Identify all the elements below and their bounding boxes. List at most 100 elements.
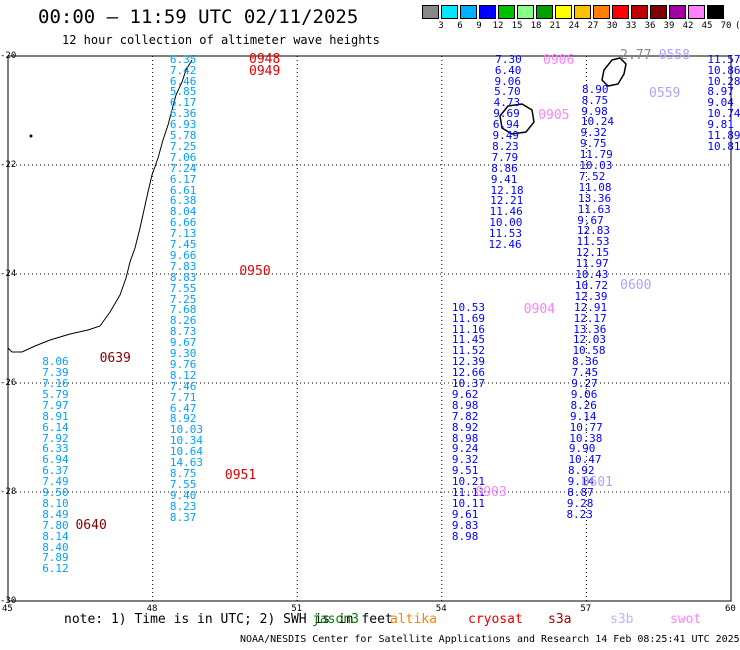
- wave-height-value: 5.79: [42, 387, 69, 401]
- wave-height-value: 8.23: [492, 139, 519, 153]
- wave-height-value: 11.08: [578, 180, 612, 194]
- wave-height-value: 6.93: [169, 118, 197, 132]
- wave-height-value: 8.91: [42, 409, 69, 423]
- wave-height-value: 7.97: [42, 398, 69, 412]
- wave-height-value: 10.21: [451, 475, 486, 489]
- wave-height-value: 6.94: [42, 453, 69, 467]
- wave-height-value: 10.24: [580, 115, 614, 129]
- latitude-tick-label: -22: [0, 160, 17, 170]
- wave-height-value: 9.32: [580, 126, 607, 140]
- wave-height-value: 8.83: [169, 270, 197, 284]
- wave-height-value: 8.73: [169, 325, 197, 339]
- wave-height-value: 10.74: [707, 107, 740, 121]
- wave-height-value: 8.49: [42, 507, 69, 521]
- wave-height-value: 9.67: [577, 213, 604, 227]
- longitude-tick-label: 48: [146, 604, 158, 614]
- pass-id-label: 2.77: [620, 47, 652, 63]
- wave-height-value: 9.90: [568, 442, 596, 456]
- footer-note: note: 1) Time is in UTC; 2) SWH is in fe…: [64, 612, 393, 627]
- wave-height-value: 11.69: [451, 311, 486, 325]
- wave-height-value: 8.75: [169, 466, 197, 480]
- wave-height-value: 11.89: [707, 129, 740, 143]
- wave-height-value: 10.47: [568, 453, 602, 467]
- wave-height-value: 7.89: [42, 551, 69, 565]
- wave-height-value: 9.14: [567, 475, 595, 489]
- wave-height-value: 9.41: [490, 172, 518, 186]
- wave-height-value: 9.06: [494, 74, 521, 88]
- wave-height-value: 9.62: [451, 387, 479, 401]
- wave-height-value: 9.69: [493, 107, 520, 121]
- wave-height-value: 6.94: [492, 118, 520, 132]
- wave-height-value: 10.34: [169, 434, 204, 448]
- wave-height-value: 5.78: [169, 129, 197, 143]
- wave-height-value: 8.98: [451, 529, 479, 543]
- wave-height-value: 10.64: [169, 445, 204, 459]
- wave-height-value: 11.63: [577, 202, 611, 216]
- pass-id-label: 0600: [620, 277, 652, 293]
- latitude-tick-label: -26: [0, 378, 17, 388]
- wave-height-value: 9.27: [571, 377, 598, 390]
- pass-id-label: 0558: [658, 47, 690, 63]
- wave-height-value: 11.53: [576, 235, 610, 249]
- wave-height-value: 7.25: [169, 292, 197, 306]
- wave-height-value: 7.45: [571, 366, 599, 380]
- latitude-tick-label: -30: [0, 596, 17, 606]
- wave-height-value: 10.03: [579, 159, 613, 172]
- longitude-tick-label: 54: [435, 604, 447, 614]
- wave-height-value: 9.67: [169, 336, 197, 350]
- wave-height-value: 6.17: [169, 172, 197, 186]
- wave-height-value: 10.38: [569, 431, 603, 445]
- wave-height-value: 7.49: [42, 475, 69, 489]
- wave-height-value: 7.92: [42, 431, 69, 445]
- wave-height-value: 8.97: [707, 85, 734, 99]
- wave-height-value: 12.83: [576, 224, 610, 238]
- color-scale-label: 27: [587, 21, 599, 31]
- wave-height-value: 8.26: [570, 398, 597, 412]
- islet: [29, 134, 33, 138]
- wave-height-value: 11.57: [707, 52, 740, 66]
- mission-legend-item: jason3: [312, 612, 359, 627]
- wave-height-value: 8.26: [169, 314, 197, 328]
- color-scale-swatch: [669, 5, 686, 19]
- wave-height-value: 12.91: [574, 300, 608, 314]
- wave-height-value: 6.33: [42, 442, 69, 456]
- wave-height-value: 7.25: [169, 139, 197, 153]
- wave-height-value: 7.52: [578, 169, 606, 183]
- wave-height-value: 6.36: [169, 107, 197, 121]
- color-scale-label: 33: [625, 21, 637, 31]
- wave-height-value: 7.45: [169, 238, 197, 252]
- color-scale-swatch: [650, 5, 667, 19]
- wave-height-value: 12.39: [574, 289, 608, 303]
- wave-height-value: 12.17: [573, 311, 607, 325]
- wave-height-value: 10.43: [575, 268, 609, 281]
- wave-height-value: 8.10: [42, 496, 69, 510]
- wave-height-value: 8.87: [567, 486, 594, 499]
- wave-height-value: 10.11: [451, 496, 486, 510]
- wave-height-value: 9.14: [570, 409, 597, 423]
- color-scale-label: 9: [476, 21, 482, 31]
- pass-id-label: 0949: [249, 64, 281, 80]
- color-scale-swatch: [631, 5, 648, 19]
- wave-height-value: 7.80: [42, 518, 69, 532]
- wave-height-value: 10.00: [489, 216, 523, 230]
- wave-height-value: 10.03: [169, 423, 204, 437]
- pass-id-label: 0639: [99, 351, 131, 367]
- color-scale-label: 39: [663, 21, 675, 31]
- longitude-tick-label: 45: [2, 604, 13, 614]
- wave-height-value: 11.45: [451, 333, 486, 347]
- wave-height-value: 13.36: [578, 191, 612, 205]
- wave-height-value: 9.04: [707, 96, 734, 110]
- wave-height-value: 11.52: [451, 344, 486, 358]
- wave-height-value: 7.30: [495, 52, 522, 66]
- wave-height-value: 9.06: [570, 387, 598, 401]
- plot-border: [7, 55, 732, 602]
- wave-height-value: 12.46: [488, 238, 522, 252]
- wave-height-value: 7.39: [42, 366, 69, 380]
- wave-height-value: 8.98: [451, 431, 479, 445]
- color-scale-label: 15: [511, 21, 523, 31]
- wave-height-value: 6.47: [169, 401, 197, 415]
- color-scale-label: 12: [492, 21, 504, 31]
- wave-height-value: 8.23: [169, 499, 197, 513]
- wave-height-value: 8.86: [491, 161, 518, 175]
- wave-height-value: 7.13: [169, 227, 197, 241]
